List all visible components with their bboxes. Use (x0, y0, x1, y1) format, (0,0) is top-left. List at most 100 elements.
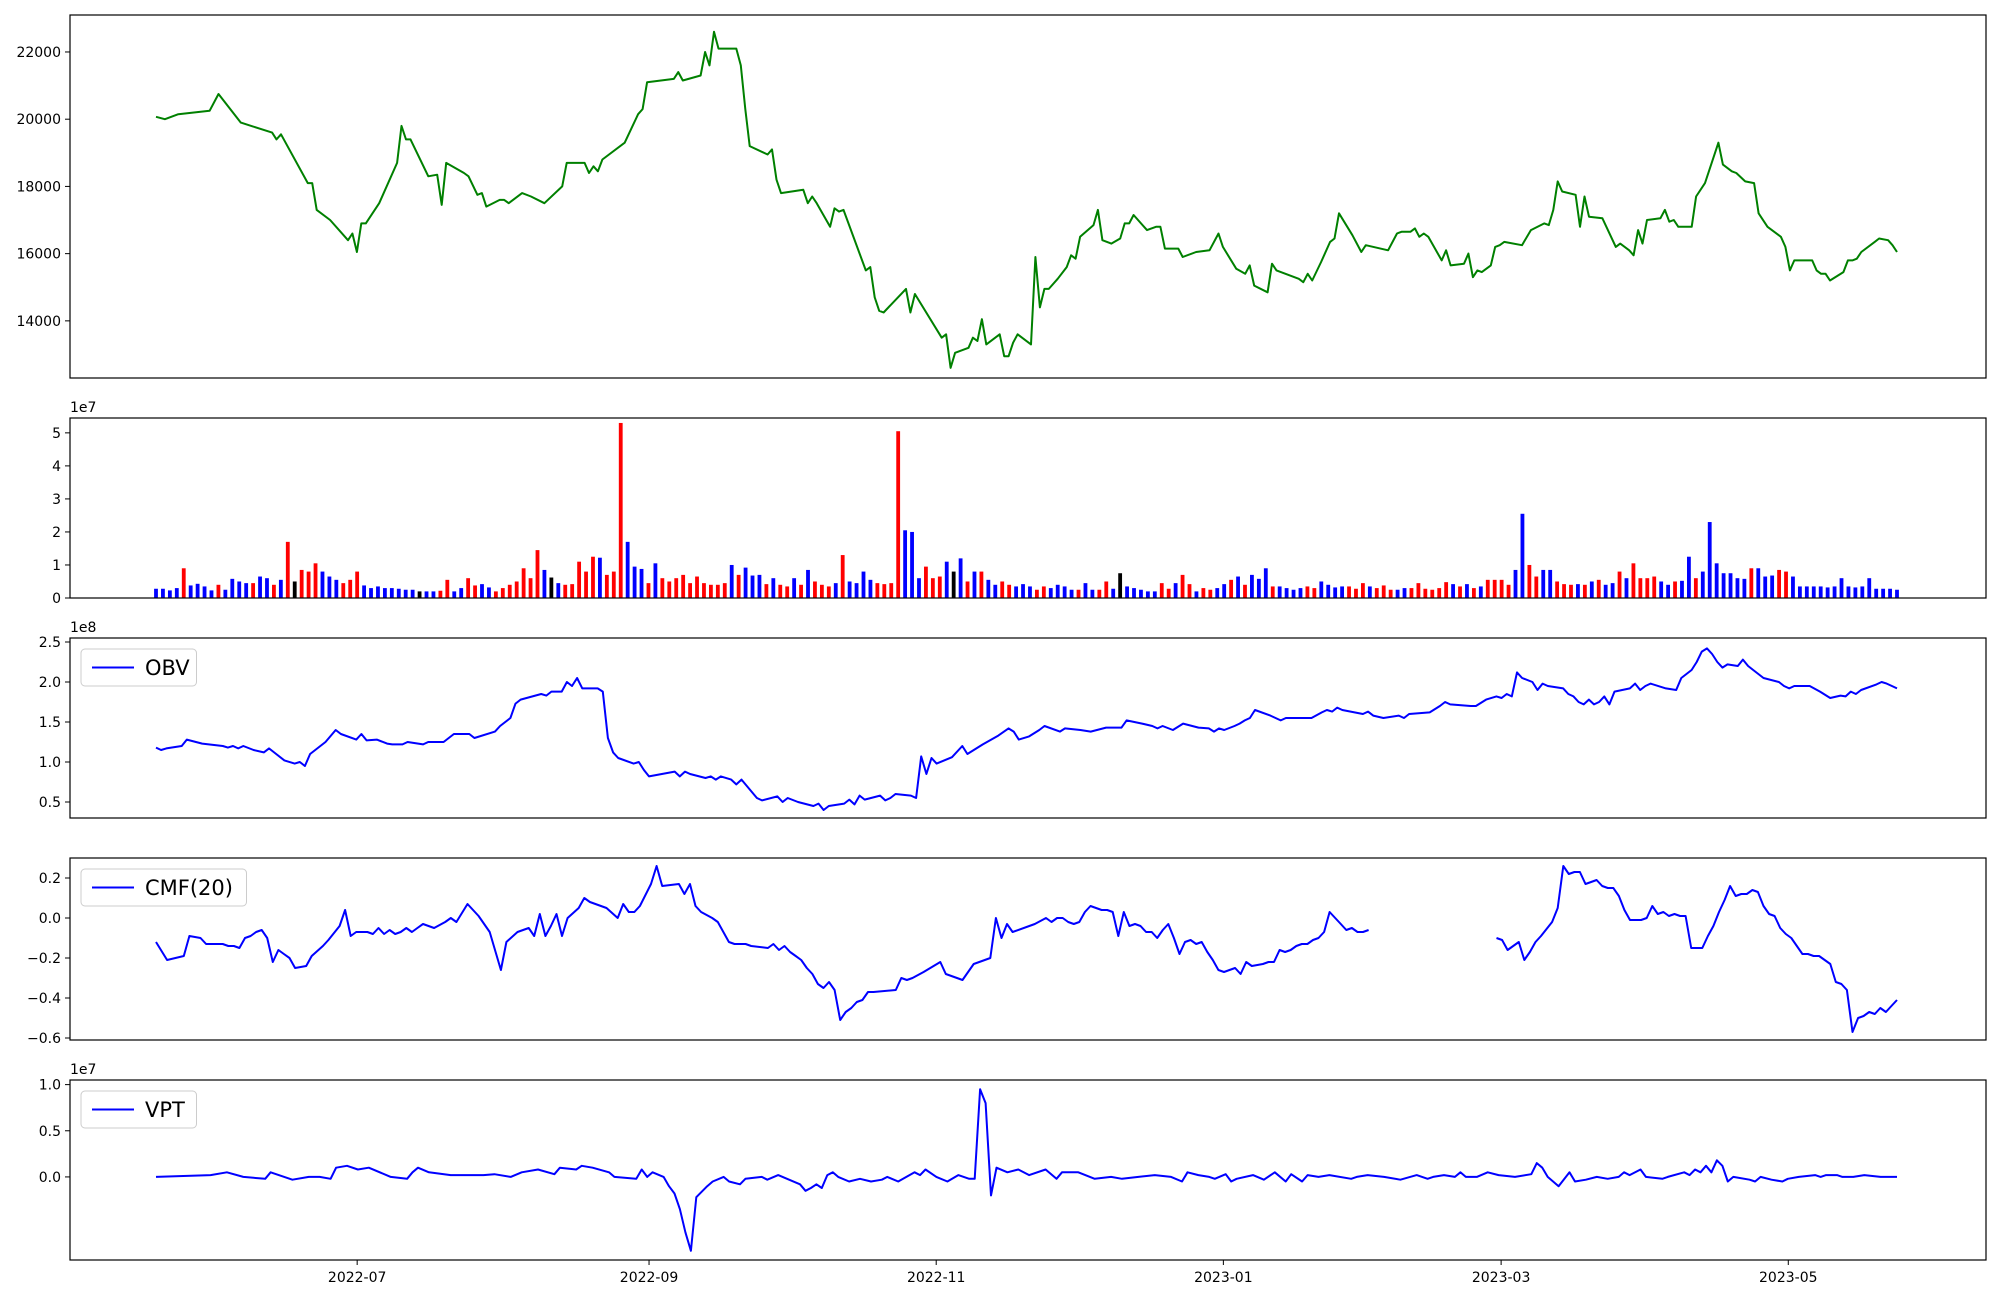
volume-bar (743, 567, 748, 598)
volume-bar (1021, 584, 1025, 598)
volume-bar (1895, 589, 1899, 598)
volume-bar (237, 581, 242, 598)
volume-bar (1014, 586, 1019, 598)
volume-bar (306, 571, 311, 598)
volume-bar (424, 591, 429, 598)
y-tick-label: 4 (52, 459, 61, 475)
volume-bar (1513, 569, 1518, 598)
volume-bar (417, 591, 422, 598)
volume-bar (1471, 588, 1476, 598)
volume-bar (993, 584, 998, 598)
obv-line (155, 647, 1898, 811)
y-tick-label: 2.0 (39, 675, 61, 691)
y-tick-label: 1 (52, 558, 61, 574)
volume-bar (917, 578, 921, 598)
panel-5: 0.0 0.5 1.0 1e7 VPT 2022-07 2022-09 2022-11 2023… (39, 1062, 1987, 1286)
volume-bar (1041, 586, 1046, 598)
axes-frame (69, 14, 1987, 379)
cmf-20--line (155, 865, 1898, 1033)
y-tick-label: 2 (52, 525, 61, 541)
volume-bar (1541, 569, 1546, 598)
volume-bar (500, 588, 505, 598)
volume-bar (979, 571, 984, 598)
volume-bar (1721, 573, 1726, 598)
volume-bar (1347, 586, 1351, 598)
volume-bar (167, 590, 172, 598)
volume-bar (1770, 575, 1775, 598)
volume-bar (1305, 586, 1310, 598)
volume-bar (1562, 584, 1566, 598)
volume-bar (757, 574, 762, 598)
volume-bar (806, 569, 810, 598)
volume-bar (1159, 583, 1164, 598)
volume-bar (903, 530, 908, 598)
volume-bar (736, 574, 741, 598)
volume-bar (1340, 586, 1345, 598)
volume-bar (868, 579, 873, 598)
volume-bar (1555, 581, 1560, 598)
volume-bar (355, 571, 360, 598)
volume-bar (972, 571, 977, 598)
y-tick-label: 5 (52, 426, 61, 442)
volume-bar (1125, 586, 1129, 598)
volume-bar (1659, 581, 1664, 598)
volume-bar (466, 578, 471, 598)
volume-bar (1777, 569, 1781, 598)
plot-area (154, 422, 1899, 598)
volume-bar (1714, 563, 1719, 598)
volume-bar (695, 576, 699, 598)
plot-area (155, 647, 1898, 811)
volume-bar (521, 568, 526, 598)
y-tick-label: 0 (52, 591, 61, 607)
volume-bar (1395, 589, 1400, 598)
volume-bar (1284, 588, 1289, 598)
volume-bar (1381, 585, 1386, 598)
volume-bar (396, 588, 401, 598)
y-tick-label: 3 (52, 492, 61, 508)
volume-bar (230, 578, 235, 598)
volume-bar (348, 579, 353, 598)
volume-bar (181, 568, 186, 598)
volume-bar (646, 583, 651, 598)
volume-bar (1277, 586, 1282, 598)
volume-bar (1152, 591, 1157, 598)
volume-bar (1839, 578, 1844, 598)
volume-bar (376, 586, 380, 598)
y-tick-label: 18000 (16, 179, 61, 195)
volume-bar (1832, 586, 1837, 598)
volume-bar (702, 583, 706, 598)
volume-bar (1069, 589, 1074, 598)
volume-bar (1527, 564, 1532, 598)
volume-bar (764, 584, 769, 598)
volume-bar (1430, 589, 1435, 598)
volume-bar (958, 558, 963, 598)
volume-bar (1367, 586, 1372, 598)
volume-bar (875, 583, 880, 598)
volume-bar (729, 564, 734, 598)
y-tick-label: 14000 (16, 314, 61, 330)
volume-bar (1638, 578, 1643, 598)
volume-bar (819, 584, 824, 598)
volume-bar (1055, 584, 1060, 598)
volume-bar (1645, 578, 1650, 598)
volume-bar (937, 576, 942, 598)
volume-bar (826, 586, 831, 598)
volume-bar (1007, 584, 1012, 598)
volume-bar (327, 576, 332, 598)
volume-bar (1243, 584, 1247, 598)
volume-bar (1707, 522, 1712, 598)
volume-bar (1478, 586, 1483, 598)
y-tick-label: 16000 (16, 247, 61, 263)
volume-bar (320, 571, 325, 598)
volume-bar (410, 589, 415, 598)
volume-bar (1145, 591, 1150, 598)
volume-bar (1083, 583, 1088, 598)
legend: OBV (80, 648, 197, 687)
x-tick-label: 2023-05 (1759, 1270, 1818, 1286)
volume-bar (493, 591, 498, 598)
legend-box (80, 1090, 197, 1129)
volume-bar (1700, 571, 1705, 598)
volume-bar (1194, 591, 1199, 598)
y-tick-label: 2.5 (39, 635, 61, 651)
y-scale-offset: 1e8 (70, 620, 96, 636)
